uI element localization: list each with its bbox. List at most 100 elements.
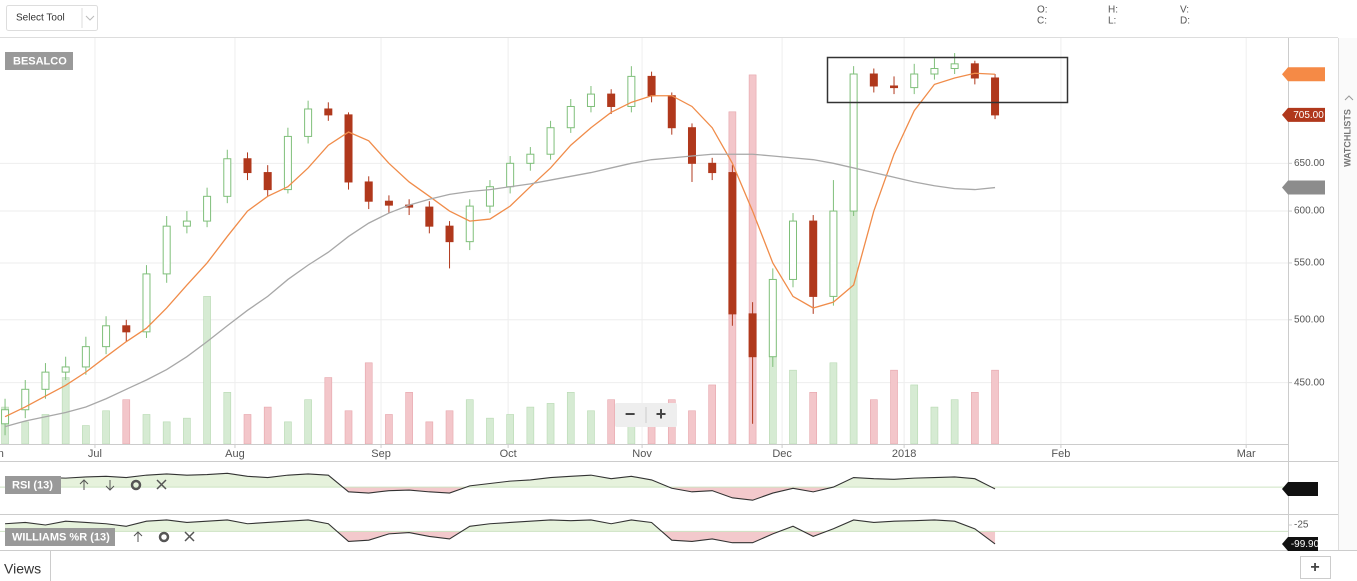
volume-bar (385, 414, 393, 444)
candle-body (203, 195, 212, 222)
x-tick-label: Aug (225, 448, 245, 460)
x-tick-label: Nov (632, 448, 652, 460)
volume-bar (243, 414, 252, 444)
x-tick-label: Jun (0, 448, 4, 460)
volume-bar (162, 421, 171, 444)
sidebar-arrow[interactable] (1344, 95, 1354, 101)
volume-bar (263, 406, 272, 444)
indicator-fill-above (5, 519, 996, 532)
settings-icon[interactable] (130, 479, 142, 491)
candle-body (768, 278, 777, 358)
candle-body (728, 172, 737, 315)
candle-body (384, 200, 393, 206)
candle-body (647, 75, 656, 97)
volume-bar (688, 410, 696, 444)
candle-body (910, 73, 919, 89)
volume-bar (445, 410, 454, 444)
x-tick-label: Sep (371, 448, 391, 460)
price-tag (1282, 67, 1325, 82)
move-up-icon[interactable] (133, 531, 143, 542)
ohlc-label: C: (1037, 16, 1047, 27)
ohlc-label: D: (1180, 16, 1190, 27)
candle-body (21, 388, 30, 411)
candle-body (344, 114, 353, 183)
move-down-icon[interactable] (105, 480, 115, 491)
move-up-icon[interactable] (79, 479, 89, 490)
candle-body (243, 158, 252, 174)
candle-body (142, 273, 151, 333)
volume-bar (971, 392, 979, 444)
volume-bar (587, 410, 595, 444)
price-tag (1282, 536, 1318, 551)
candle-body (263, 172, 272, 191)
candle-body (809, 220, 818, 297)
indicator-title: WILLIAMS %R (13) (12, 531, 110, 543)
volume-bar (829, 362, 838, 444)
candle-body (324, 108, 333, 116)
add-button-box[interactable] (1300, 556, 1331, 579)
volume-bar (708, 384, 716, 444)
close-icon[interactable] (184, 531, 195, 542)
candle-body (364, 181, 373, 202)
volume-bar (930, 406, 939, 444)
x-tick-label: 2018 (892, 448, 916, 460)
candle-body (970, 63, 979, 79)
candle-body (102, 325, 111, 348)
close-icon[interactable] (156, 479, 167, 490)
volume-bar (142, 414, 151, 444)
settings-icon[interactable] (158, 531, 170, 543)
volume-bar (870, 399, 878, 444)
symbol-title: BESALCO (13, 55, 67, 67)
ohlc-label: V: (1180, 5, 1189, 16)
candle-body (627, 75, 636, 107)
indicator-icons (133, 531, 195, 543)
candle-body (789, 220, 798, 280)
candle-body (829, 210, 838, 297)
volume-bar (748, 74, 757, 444)
x-tick-label: Feb (1051, 448, 1070, 460)
candle-body (485, 186, 494, 207)
candle-body (667, 95, 676, 129)
volume-bar (809, 392, 818, 444)
volume-bar (21, 421, 30, 444)
candle-body (991, 77, 1000, 116)
ohlc-label: L: (1108, 16, 1116, 27)
price-tag (1282, 107, 1325, 122)
volume-bar (465, 399, 474, 444)
volume-bar (789, 369, 797, 444)
candle-body (122, 325, 131, 333)
volume-bar (324, 377, 333, 444)
select-tool-label: Select Tool (16, 13, 65, 24)
views-tab[interactable]: Views (4, 561, 41, 577)
zoom-out-button[interactable]: − (625, 404, 636, 424)
drawn-rectangle[interactable] (826, 56, 1069, 104)
add-button[interactable]: + (1310, 559, 1319, 576)
ohlc-label: O: (1037, 5, 1048, 16)
y-tick-label: 650.00 (1294, 158, 1325, 169)
select-tool-dropdown[interactable] (6, 5, 98, 31)
candle-body (849, 73, 858, 212)
y-tick-label: 550.00 (1294, 258, 1325, 269)
symbol-box (5, 52, 73, 70)
volume-bar (546, 403, 555, 444)
indicator-line (5, 472, 996, 501)
candle-body (546, 127, 555, 155)
sidebar (1338, 38, 1357, 550)
indicator-line (5, 519, 996, 545)
price-tag (1282, 481, 1318, 496)
candle-body (526, 153, 535, 164)
candle-body (950, 63, 959, 70)
indicator-fill-below (342, 487, 996, 501)
y-tick-label: -25 (1294, 520, 1309, 531)
volume-bar (890, 369, 898, 444)
x-tick-label: Mar (1237, 448, 1256, 460)
watchlists-tab[interactable]: WATCHLISTS (1342, 109, 1352, 167)
candle-body (506, 162, 515, 188)
volume-bar (304, 399, 312, 444)
volume-bar (102, 410, 110, 444)
candle-body (182, 220, 191, 227)
zoom-in-button[interactable]: + (656, 404, 667, 424)
candle-body (465, 205, 474, 243)
